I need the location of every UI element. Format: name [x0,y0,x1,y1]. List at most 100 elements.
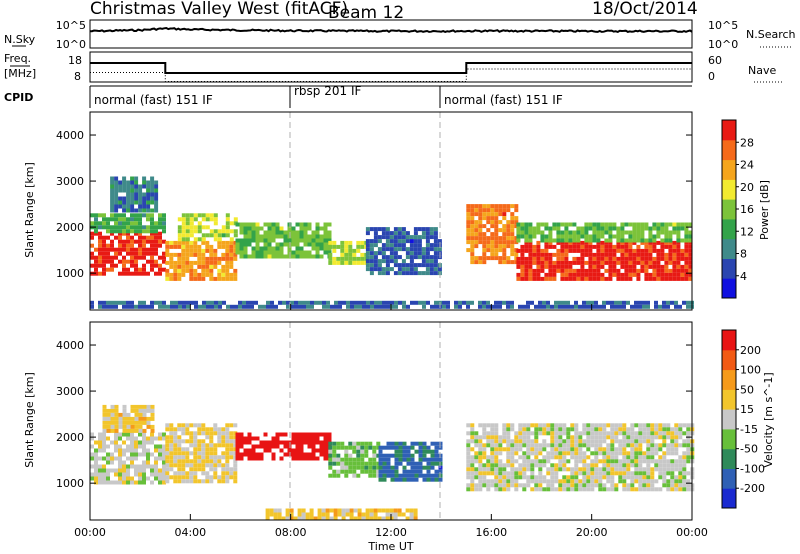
power-cell [370,304,374,309]
velocity-cell [602,463,607,468]
power-cell [348,260,353,265]
power-cell [340,260,345,265]
power-cell [189,213,194,218]
power-cell [494,300,498,305]
velocity-cell [393,516,398,521]
power-cell [213,221,218,226]
velocity-cell [586,463,591,468]
power-cell [193,268,198,273]
velocity-cell [413,508,418,513]
power-cell [138,184,143,189]
power-cell [162,267,166,272]
power-cell [536,264,541,269]
power-cell [303,242,308,247]
velocity-cell [251,452,256,457]
power-cell [576,226,581,231]
power-cell [494,252,499,257]
power-cell [381,243,386,248]
velocity-cell [502,439,507,444]
velocity-cell [538,467,543,472]
velocity-cell [662,471,667,476]
velocity-cell [102,420,107,425]
velocity-cell [614,435,619,440]
velocity-cell [498,463,503,468]
power-cell [422,304,426,309]
power-cell [604,240,609,245]
power-cell [173,268,178,273]
power-cell [239,222,244,227]
power-cell [502,216,507,221]
velocity-cell [582,479,587,484]
velocity-cell [498,443,503,448]
power-cell [162,304,166,309]
velocity-cell [325,508,330,513]
power-cell [568,272,573,277]
velocity-cell [430,441,435,446]
power-cell [664,230,669,235]
velocity-cell [478,467,483,472]
velocity-cell [169,451,174,456]
power-cell [138,239,142,244]
velocity-cell [372,457,377,462]
velocity-cell [586,483,591,488]
power-cell [596,222,601,227]
velocity-cell [169,423,174,428]
x-tick-label: 04:00 [174,526,206,539]
velocity-cell [402,473,407,478]
power-cell [267,246,272,251]
velocity-cell [173,439,178,444]
velocity-cell [313,516,318,521]
velocity-cell [566,427,571,432]
velocity-cell [630,483,635,488]
power-cell [425,255,430,260]
velocity-cell [225,451,230,456]
velocity-cell [352,449,357,454]
power-cell [498,260,503,265]
power-cell [594,304,598,309]
velocity-cell [642,451,647,456]
velocity-cell [364,449,369,454]
power-cell [632,268,637,273]
velocity-cell [666,471,671,476]
velocity-cell [530,479,535,484]
power-cell [620,234,625,239]
power-cell [122,263,126,268]
velocity-cell [209,467,214,472]
power-cell [490,204,495,209]
velocity-cell [142,432,146,437]
velocity-cell [189,479,194,484]
velocity-cell [418,453,423,458]
velocity-cell [418,461,423,466]
power-cell [377,235,382,240]
freq-panel-frame [89,51,693,83]
power-cell [478,208,483,213]
velocity-cell [138,412,143,417]
power-cell [142,200,147,205]
power-cell [185,240,190,245]
power-cell [596,260,601,265]
power-cell [668,252,673,257]
power-cell [632,256,637,261]
power-cell [592,252,597,257]
power-cell [564,244,569,249]
power-y-tick-label: 1000 [56,267,84,280]
power-cell [158,225,162,230]
velocity-cell [574,431,579,436]
power-cell [197,213,202,218]
velocity-cell [146,436,150,441]
power-cell [686,300,690,305]
velocity-cell [490,463,495,468]
velocity-cell [530,439,535,444]
velocity-cell [221,463,226,468]
velocity-cell [291,448,296,453]
power-cell [102,225,106,230]
velocity-cell [181,447,186,452]
power-cell [189,248,194,253]
velocity-cell [134,468,138,473]
velocity-cell [201,443,206,448]
velocity-cell [626,463,631,468]
velocity-cell [538,451,543,456]
velocity-cell [606,431,611,436]
velocity-cell [122,420,127,425]
power-cell [158,231,162,236]
